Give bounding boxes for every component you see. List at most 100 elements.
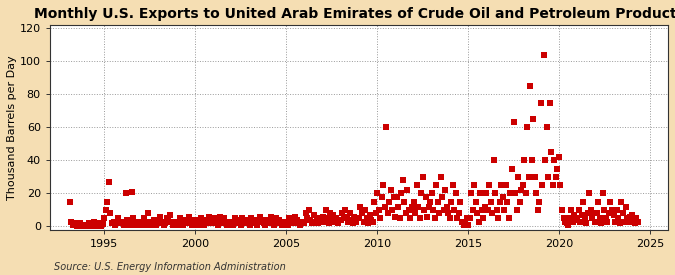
Point <box>372 191 383 196</box>
Point <box>102 199 113 204</box>
Point <box>306 221 317 226</box>
Point <box>294 223 305 227</box>
Point <box>242 221 252 226</box>
Point <box>388 194 399 199</box>
Point <box>502 199 513 204</box>
Point <box>512 175 523 179</box>
Point <box>423 204 434 209</box>
Point <box>605 199 616 204</box>
Point <box>329 219 340 224</box>
Point <box>325 211 335 215</box>
Point <box>584 191 595 196</box>
Point <box>204 214 215 219</box>
Point <box>348 221 358 226</box>
Point <box>625 214 636 219</box>
Point <box>143 211 154 215</box>
Point <box>528 117 539 121</box>
Point <box>435 175 446 179</box>
Point <box>282 223 293 227</box>
Point <box>213 223 223 227</box>
Point <box>616 199 626 204</box>
Point <box>591 211 602 215</box>
Point <box>567 219 578 224</box>
Point <box>171 219 182 224</box>
Point <box>603 211 614 215</box>
Point <box>566 208 576 212</box>
Point <box>478 216 489 220</box>
Point <box>246 216 256 220</box>
Point <box>186 219 196 224</box>
Point <box>178 223 188 227</box>
Point <box>120 191 131 196</box>
Point <box>260 223 271 227</box>
Point <box>425 199 435 204</box>
Point <box>176 221 187 226</box>
Point <box>255 214 266 219</box>
Point <box>376 194 387 199</box>
Point <box>399 199 410 204</box>
Point <box>539 53 549 57</box>
Point <box>529 175 540 179</box>
Point <box>484 183 495 187</box>
Point <box>400 211 411 215</box>
Point <box>497 194 508 199</box>
Point <box>545 100 556 105</box>
Point <box>258 221 269 226</box>
Point <box>125 223 136 227</box>
Point <box>454 211 464 215</box>
Point <box>310 219 321 224</box>
Point <box>334 218 345 222</box>
Point <box>510 191 520 196</box>
Point <box>493 216 504 220</box>
Point <box>248 219 259 224</box>
Point <box>593 199 603 204</box>
Point <box>190 218 200 222</box>
Point <box>114 221 125 226</box>
Point <box>180 219 190 224</box>
Point <box>130 221 140 226</box>
Point <box>256 218 267 222</box>
Point <box>581 221 592 226</box>
Point <box>583 211 593 215</box>
Point <box>338 216 349 220</box>
Point <box>393 204 404 209</box>
Point <box>367 219 378 224</box>
Point <box>387 208 398 212</box>
Point <box>249 221 260 226</box>
Point <box>231 218 242 222</box>
Point <box>302 216 313 220</box>
Point <box>214 214 225 219</box>
Point <box>411 183 422 187</box>
Point <box>148 221 159 226</box>
Point <box>628 218 639 222</box>
Point <box>404 208 414 212</box>
Point <box>460 221 470 226</box>
Point <box>95 223 105 227</box>
Point <box>222 223 233 227</box>
Point <box>119 223 130 227</box>
Point <box>138 216 149 220</box>
Point <box>250 218 261 222</box>
Point <box>65 219 76 224</box>
Point <box>87 222 98 226</box>
Point <box>154 221 165 226</box>
Point <box>428 208 439 212</box>
Point <box>227 223 238 227</box>
Point <box>551 175 562 179</box>
Point <box>421 194 431 199</box>
Point <box>149 218 160 222</box>
Point <box>142 223 153 227</box>
Point <box>479 204 490 209</box>
Point <box>349 214 360 219</box>
Point <box>115 219 126 224</box>
Point <box>462 223 473 227</box>
Point <box>418 208 429 212</box>
Point <box>90 223 101 227</box>
Point <box>96 224 107 228</box>
Point <box>103 180 114 184</box>
Point <box>599 208 610 212</box>
Point <box>408 199 419 204</box>
Point <box>261 221 272 226</box>
Point <box>117 219 128 224</box>
Point <box>601 216 612 220</box>
